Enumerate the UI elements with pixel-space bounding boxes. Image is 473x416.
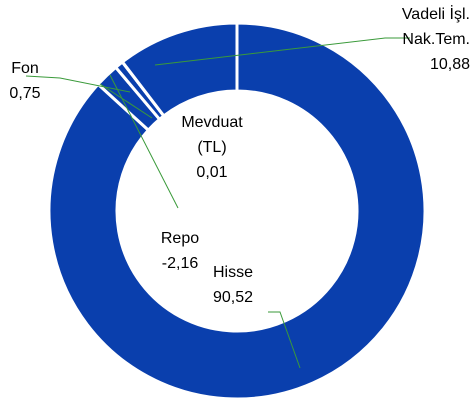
data-label: Fon 0,75 bbox=[0, 56, 50, 106]
donut-segment bbox=[120, 21, 239, 118]
leader-line bbox=[99, 83, 153, 119]
category-label: Repo bbox=[160, 230, 200, 247]
data-label: Vadeli İşl. Nak.Tem. 10,88 bbox=[370, 2, 470, 77]
value-label: 90,52 bbox=[212, 289, 254, 306]
data-label: Mevduat (TL) 0,01 bbox=[170, 110, 254, 185]
donut-segment bbox=[47, 21, 427, 401]
value-label: -2,16 bbox=[161, 255, 199, 272]
category-label: Mevduat (TL) bbox=[181, 114, 243, 156]
data-label: Repo -2,16 bbox=[145, 226, 215, 276]
category-label: Vadeli İşl. Nak.Tem. bbox=[401, 6, 470, 48]
leader-line bbox=[268, 311, 301, 369]
data-label: Hisse 90,52 bbox=[198, 260, 268, 310]
value-label: 0,75 bbox=[9, 85, 41, 102]
value-label: 10,88 bbox=[429, 56, 470, 73]
category-label: Hisse bbox=[212, 264, 253, 281]
leader-line bbox=[154, 37, 410, 66]
leader-line bbox=[109, 74, 179, 209]
value-label: 0,01 bbox=[196, 164, 228, 181]
leader-line bbox=[25, 75, 131, 93]
category-label: Fon bbox=[11, 60, 39, 77]
